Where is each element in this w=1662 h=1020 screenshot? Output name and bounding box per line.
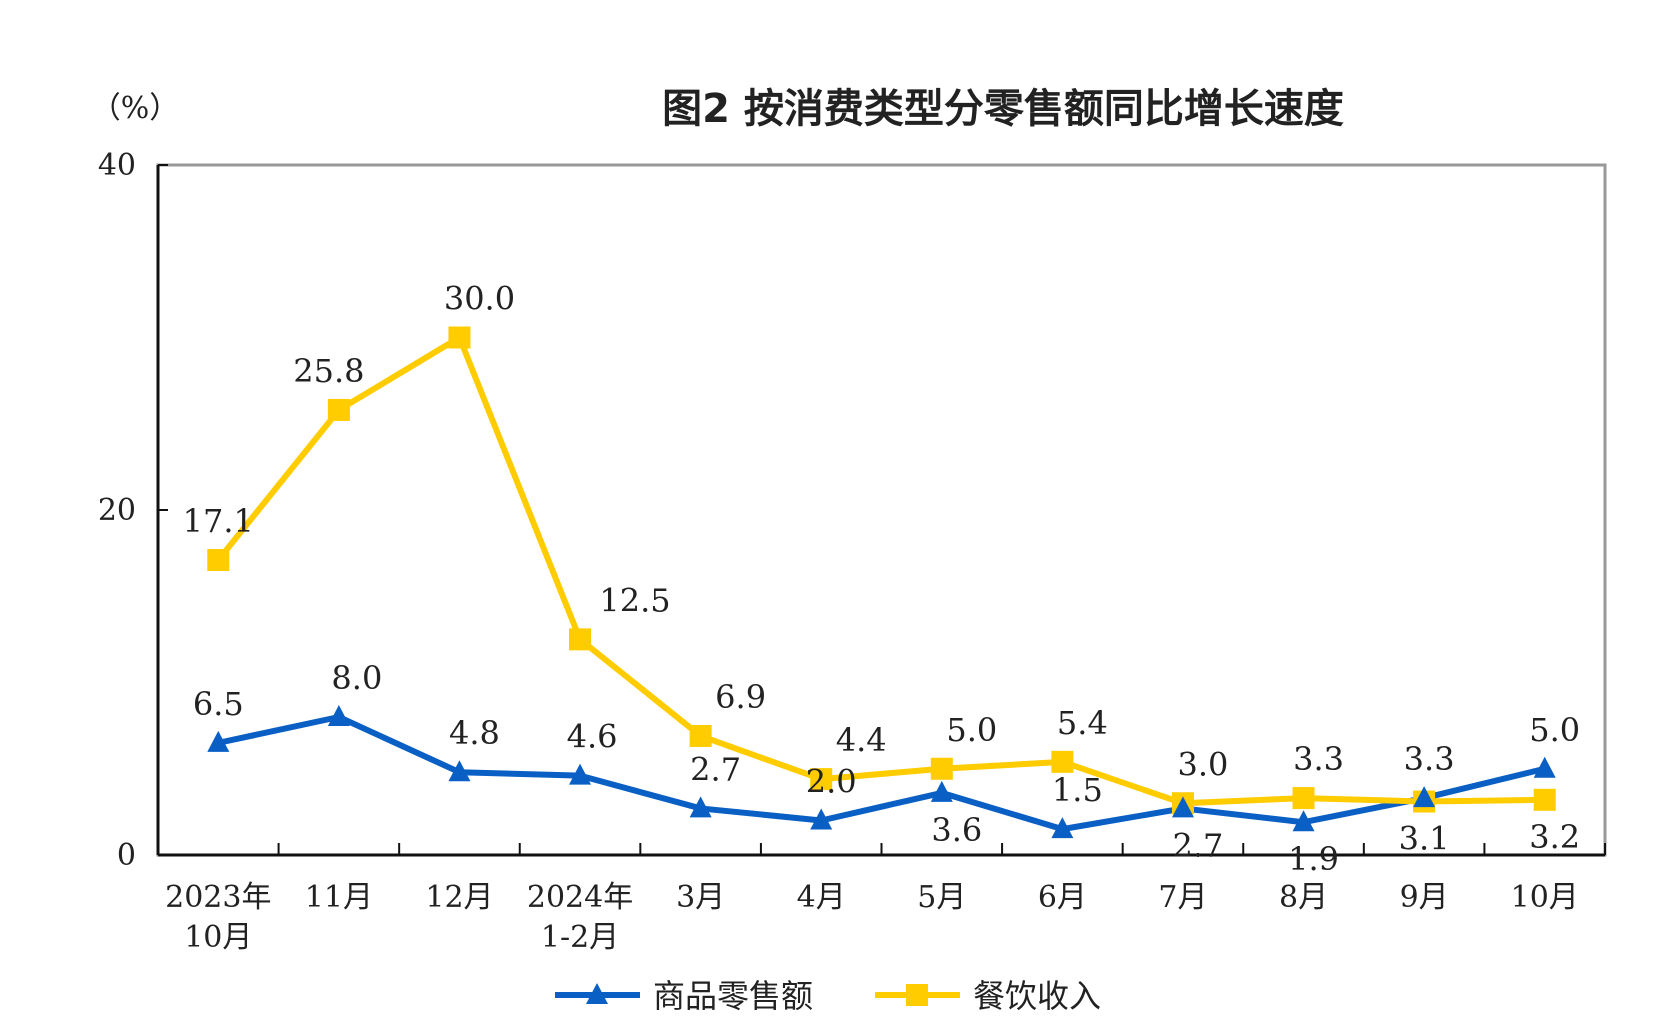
y-tick-label: 0 [117, 838, 136, 873]
data-label: 3.3 [1404, 740, 1455, 778]
triangle-marker [1533, 756, 1556, 778]
series-line-goods [217, 714, 1546, 833]
legend-item-catering: 餐饮收入 [875, 977, 1101, 1015]
square-marker [906, 984, 928, 1006]
data-label: 30.0 [444, 280, 515, 318]
triangle-marker [689, 796, 712, 818]
data-label: 4.4 [836, 721, 887, 759]
square-marker [327, 398, 350, 421]
square-marker [448, 326, 471, 349]
data-label: 4.6 [567, 718, 618, 756]
x-tick-label: 2024年 [527, 880, 633, 915]
triangle-marker [448, 760, 471, 782]
square-marker [930, 757, 953, 780]
y-tick-label: 20 [98, 493, 136, 528]
x-tick-label: 8月 [1279, 880, 1328, 915]
x-tick-label: 1-2月 [541, 920, 619, 955]
data-label: 3.3 [1293, 740, 1344, 778]
triangle-marker [1051, 817, 1074, 839]
square-marker [569, 628, 592, 651]
x-tick-label: 6月 [1038, 880, 1087, 915]
data-label: 1.9 [1288, 840, 1339, 878]
triangle-marker [207, 730, 230, 752]
data-label: 3.0 [1178, 745, 1229, 783]
square-marker [1533, 788, 1556, 811]
x-tick-label: 11月 [305, 880, 373, 915]
data-label: 3.6 [931, 811, 982, 849]
data-label: 4.8 [449, 714, 500, 752]
triangle-marker [569, 763, 592, 785]
data-label: 2.7 [1173, 826, 1224, 864]
data-label: 12.5 [599, 581, 670, 619]
x-tick-label: 10月 [1511, 880, 1579, 915]
data-label: 1.5 [1052, 771, 1103, 809]
triangle-marker [1292, 810, 1315, 832]
data-label: 6.5 [193, 685, 244, 723]
x-tick-label: 9月 [1400, 880, 1449, 915]
series-line-catering [215, 334, 1545, 807]
x-tick-label: 7月 [1158, 880, 1207, 915]
data-label: 2.7 [690, 750, 741, 788]
data-label: 3.2 [1529, 818, 1580, 856]
triangle-marker [586, 983, 608, 1004]
x-tick-label: 12月 [425, 880, 493, 915]
x-tick-label: 3月 [676, 880, 725, 915]
legend-label: 餐饮收入 [973, 977, 1101, 1015]
x-tick-label: 10月 [184, 920, 252, 955]
data-label: 8.0 [331, 659, 382, 697]
triangle-marker [1413, 786, 1436, 808]
data-label: 2.0 [806, 763, 857, 801]
data-label: 5.0 [1529, 711, 1580, 749]
square-marker [689, 724, 712, 747]
triangle-marker [327, 705, 350, 726]
x-tick-label: 5月 [917, 880, 966, 915]
triangle-marker [930, 780, 953, 802]
square-marker [207, 549, 230, 572]
data-label: 5.0 [946, 711, 997, 749]
chart-title: 图2 按消费类型分零售额同比增长速度 [662, 86, 1344, 132]
x-tick-label: 2023年 [165, 880, 271, 915]
legend-label: 商品零售额 [653, 977, 813, 1015]
data-label: 5.4 [1057, 704, 1108, 742]
square-marker [1292, 787, 1315, 810]
data-label: 25.8 [293, 352, 364, 390]
legend-item-goods: 商品零售额 [555, 977, 813, 1015]
x-tick-label: 4月 [797, 880, 846, 915]
data-label: 3.1 [1399, 820, 1450, 858]
triangle-marker [810, 808, 833, 830]
data-label: 6.9 [715, 678, 766, 716]
square-marker [1051, 750, 1074, 773]
data-label: 17.1 [183, 502, 254, 540]
y-axis-unit: （%） [91, 91, 180, 126]
triangle-marker [1171, 796, 1194, 818]
y-tick-label: 40 [98, 148, 136, 183]
square-marker [810, 768, 833, 791]
